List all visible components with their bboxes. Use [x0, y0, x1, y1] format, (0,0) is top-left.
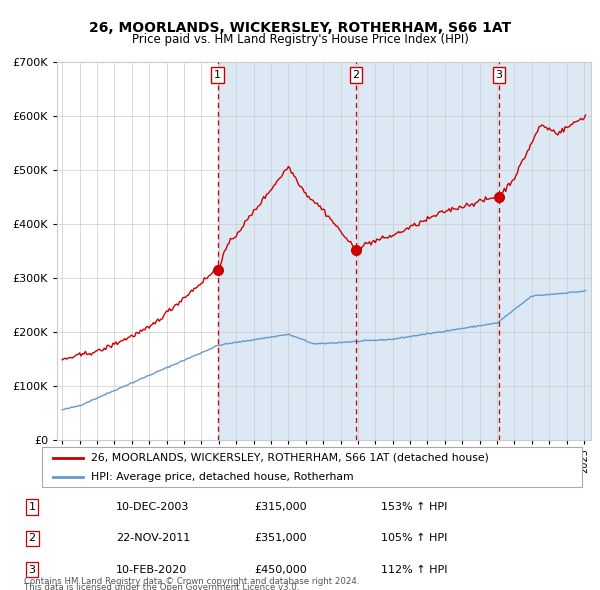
Text: 153% ↑ HPI: 153% ↑ HPI — [380, 502, 447, 512]
Text: HPI: Average price, detached house, Rotherham: HPI: Average price, detached house, Roth… — [91, 472, 353, 481]
Text: 10-DEC-2003: 10-DEC-2003 — [116, 502, 189, 512]
FancyBboxPatch shape — [42, 447, 582, 487]
Text: 2: 2 — [352, 70, 359, 80]
Text: 1: 1 — [29, 502, 35, 512]
Text: 26, MOORLANDS, WICKERSLEY, ROTHERHAM, S66 1AT: 26, MOORLANDS, WICKERSLEY, ROTHERHAM, S6… — [89, 21, 511, 35]
Text: 10-FEB-2020: 10-FEB-2020 — [116, 565, 187, 575]
Text: 112% ↑ HPI: 112% ↑ HPI — [380, 565, 447, 575]
Text: 3: 3 — [496, 70, 502, 80]
Text: £450,000: £450,000 — [254, 565, 307, 575]
Text: £351,000: £351,000 — [254, 533, 307, 543]
Text: 26, MOORLANDS, WICKERSLEY, ROTHERHAM, S66 1AT (detached house): 26, MOORLANDS, WICKERSLEY, ROTHERHAM, S6… — [91, 453, 488, 463]
Text: 2: 2 — [29, 533, 36, 543]
Text: £315,000: £315,000 — [254, 502, 307, 512]
Text: 1: 1 — [214, 70, 221, 80]
Bar — [356, 62, 499, 440]
Text: Contains HM Land Registry data © Crown copyright and database right 2024.: Contains HM Land Registry data © Crown c… — [24, 577, 359, 586]
Text: 105% ↑ HPI: 105% ↑ HPI — [380, 533, 447, 543]
Text: 22-NOV-2011: 22-NOV-2011 — [116, 533, 190, 543]
Text: 3: 3 — [29, 565, 35, 575]
Bar — [499, 62, 591, 440]
Bar — [218, 62, 356, 440]
Text: This data is licensed under the Open Government Licence v3.0.: This data is licensed under the Open Gov… — [24, 583, 299, 590]
Text: Price paid vs. HM Land Registry's House Price Index (HPI): Price paid vs. HM Land Registry's House … — [131, 33, 469, 46]
